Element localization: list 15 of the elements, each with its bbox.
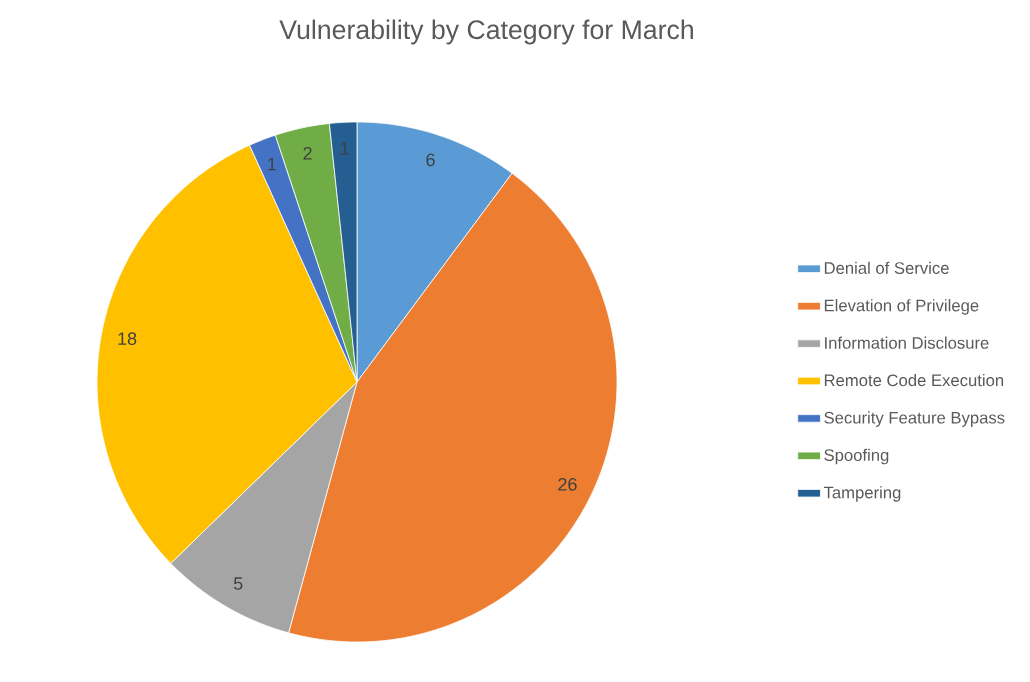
data-label: 6 [426, 153, 435, 167]
data-label: 2 [303, 146, 312, 160]
data-label: 5 [233, 577, 243, 590]
legend-label: Security Feature Bypass [824, 411, 1005, 427]
legend-label: Elevation of Privilege [824, 299, 979, 315]
data-label: 1 [268, 157, 276, 171]
data-label: 26 [558, 477, 577, 491]
data-label: 1 [340, 142, 349, 155]
legend-label: Spoofing [824, 448, 889, 465]
legend-label: Tampering [823, 486, 901, 502]
legend-label: Denial of Service [824, 261, 949, 274]
legend-label: Remote Code Execution [824, 373, 1004, 387]
data-label: 18 [118, 332, 137, 345]
legend-label: Information Disclosure [825, 336, 989, 349]
chart-title: Vulnerability by Category for March [279, 19, 693, 45]
